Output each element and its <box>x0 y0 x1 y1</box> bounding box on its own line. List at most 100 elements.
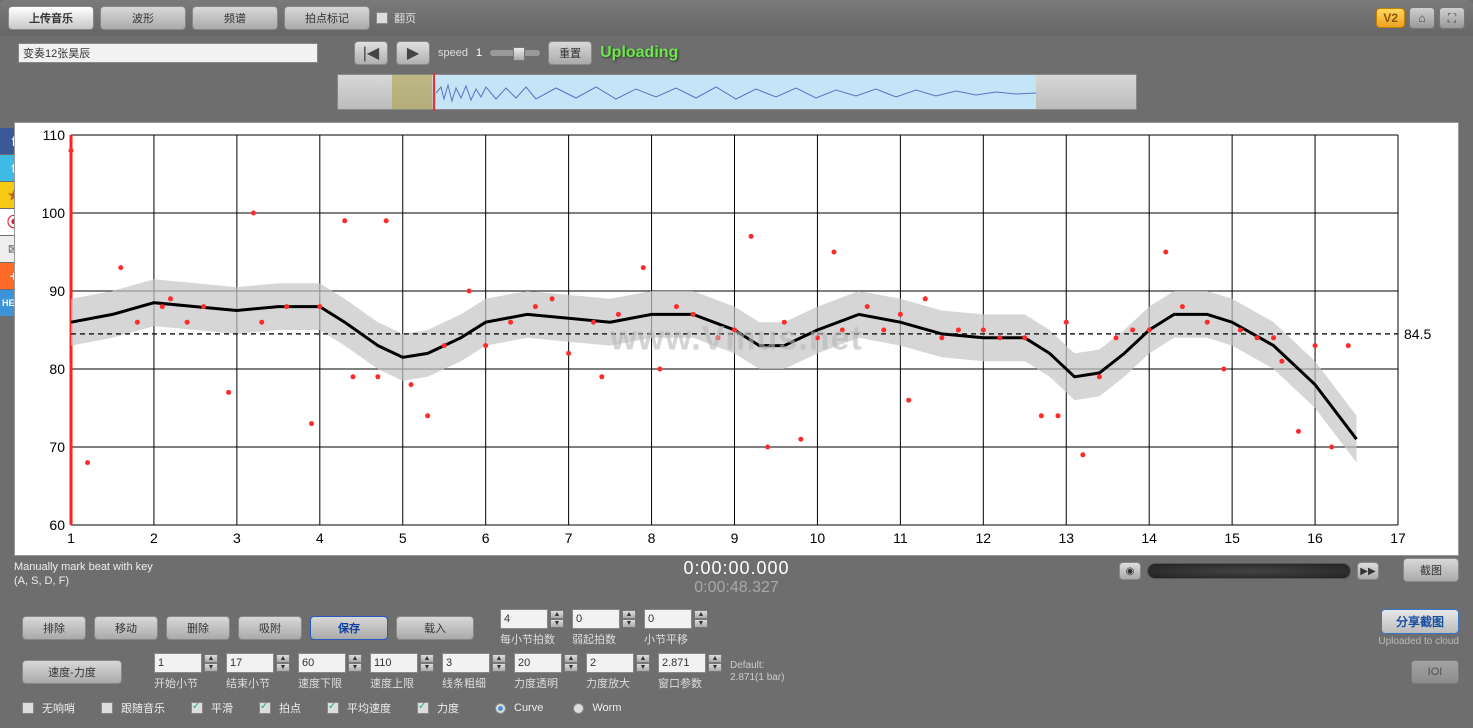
dyn-scale-input[interactable] <box>586 653 634 673</box>
waveform-selection <box>392 75 432 109</box>
svg-text:90: 90 <box>49 283 65 299</box>
screenshot-button[interactable]: 截图 <box>1403 558 1459 582</box>
bar-shift-label: 小节平移 <box>644 631 688 647</box>
waveform-cursor <box>433 73 435 111</box>
curve-radio[interactable] <box>495 703 506 714</box>
ioi-button[interactable]: IOI <box>1411 660 1459 684</box>
version-badge: V2 <box>1376 8 1405 28</box>
avg-tempo-checkbox[interactable] <box>327 702 339 714</box>
default-label: Default: <box>730 660 784 672</box>
below-chart-bar: Manually mark beat with key (A, S, D, F)… <box>14 558 1459 598</box>
smooth-label: 平滑 <box>211 700 233 716</box>
dynamics-checkbox[interactable] <box>417 702 429 714</box>
curve-label: Curve <box>514 702 543 714</box>
speed-label: speed <box>438 47 468 59</box>
tempo-max-input[interactable] <box>370 653 418 673</box>
line-width-input[interactable] <box>442 653 490 673</box>
follow-music-label: 跟随音乐 <box>121 700 165 716</box>
load-button[interactable]: 载入 <box>396 616 474 640</box>
uploaded-status: Uploaded to cloud <box>1378 636 1459 647</box>
share-screenshot-button[interactable]: 分享截图 <box>1381 609 1459 634</box>
waveform-graphic <box>436 81 1036 105</box>
metronome-checkbox[interactable] <box>22 702 34 714</box>
dynamics-label: 力度 <box>437 700 459 716</box>
save-button[interactable]: 保存 <box>310 616 388 640</box>
worm-label: Worm <box>592 702 621 714</box>
end-bar-input[interactable] <box>226 653 274 673</box>
svg-text:2: 2 <box>150 530 158 546</box>
svg-text:100: 100 <box>42 205 66 221</box>
spinner-up[interactable]: ▲ <box>550 610 564 619</box>
control-row-3: 无响哨 跟随音乐 平滑 拍点 平均速度 力度 Curve Worm <box>22 696 1459 720</box>
svg-text:9: 9 <box>731 530 739 546</box>
svg-text:6: 6 <box>482 530 490 546</box>
follow-music-checkbox[interactable] <box>101 702 113 714</box>
play-button[interactable]: ▶ <box>396 41 430 65</box>
delete-button[interactable]: 删除 <box>166 616 230 640</box>
svg-text:8: 8 <box>648 530 656 546</box>
bar-shift-input[interactable] <box>644 609 692 629</box>
time-current: 0:00:00.000 <box>354 558 1119 579</box>
beats-label: 拍点 <box>279 700 301 716</box>
svg-text:16: 16 <box>1307 530 1323 546</box>
beats-checkbox[interactable] <box>259 702 271 714</box>
snap-button[interactable]: 吸附 <box>238 616 302 640</box>
svg-text:12: 12 <box>976 530 992 546</box>
svg-text:7: 7 <box>565 530 573 546</box>
hint-line1: Manually mark beat with key <box>14 560 354 574</box>
tab-spectrum[interactable]: 频谱 <box>192 6 278 30</box>
scrub-start-icon[interactable]: ◉ <box>1119 562 1141 580</box>
dyn-alpha-input[interactable] <box>514 653 562 673</box>
time-total: 0:00:48.327 <box>354 579 1119 597</box>
worm-radio[interactable] <box>573 703 584 714</box>
default-value: 2.871(1 bar) <box>730 672 784 684</box>
metronome-label: 无响哨 <box>42 700 75 716</box>
svg-text:14: 14 <box>1141 530 1157 546</box>
window-param-input[interactable] <box>658 653 706 673</box>
waveform-overview[interactable] <box>337 74 1137 110</box>
move-button[interactable]: 移动 <box>94 616 158 640</box>
control-row-2: 速度-力度 ▲▼开始小节 ▲▼结束小节 ▲▼速度下限 ▲▼速度上限 ▲▼线条粗细… <box>22 652 1459 692</box>
avg-tempo-label: 平均速度 <box>347 700 391 716</box>
tab-beatmark[interactable]: 拍点标记 <box>284 6 370 30</box>
upbeat-input[interactable] <box>572 609 620 629</box>
tab-upload[interactable]: 上传音乐 <box>8 6 94 30</box>
tempo-max-label: 速度上限 <box>370 675 414 691</box>
svg-text:11: 11 <box>893 530 908 546</box>
beats-per-bar-input[interactable] <box>500 609 548 629</box>
spinner-down[interactable]: ▼ <box>550 619 564 628</box>
prev-button[interactable]: |◀ <box>354 41 388 65</box>
end-bar-label: 结束小节 <box>226 675 270 691</box>
svg-text:13: 13 <box>1058 530 1074 546</box>
home-icon[interactable]: ⌂ <box>1409 7 1435 29</box>
reset-button[interactable]: 重置 <box>548 41 592 65</box>
flip-checkbox[interactable] <box>376 12 388 24</box>
beats-per-bar-label: 每小节拍数 <box>500 631 555 647</box>
uploading-status: Uploading <box>600 44 678 62</box>
tempo-min-input[interactable] <box>298 653 346 673</box>
exclude-button[interactable]: 排除 <box>22 616 86 640</box>
waveform-strip <box>0 70 1473 114</box>
smooth-checkbox[interactable] <box>191 702 203 714</box>
svg-text:3: 3 <box>233 530 241 546</box>
start-bar-label: 开始小节 <box>154 675 198 691</box>
scrub-track[interactable] <box>1147 563 1351 579</box>
filename-input[interactable] <box>18 43 318 63</box>
scrub-end-icon[interactable]: ▶▶ <box>1357 562 1379 580</box>
speed-slider[interactable] <box>490 50 540 56</box>
tempo-dynamics-button[interactable]: 速度-力度 <box>22 660 122 684</box>
line-width-label: 线条粗细 <box>442 675 486 691</box>
fullscreen-icon[interactable]: ⛶ <box>1439 7 1465 29</box>
svg-text:60: 60 <box>49 517 65 533</box>
svg-text:15: 15 <box>1224 530 1240 546</box>
svg-text:10: 10 <box>810 530 826 546</box>
start-bar-input[interactable] <box>154 653 202 673</box>
svg-text:70: 70 <box>49 439 65 455</box>
chart-svg: 1234567891011121314151617607080901001108… <box>15 123 1458 555</box>
dyn-alpha-label: 力度透明 <box>514 675 558 691</box>
tab-wave[interactable]: 波形 <box>100 6 186 30</box>
tempo-chart[interactable]: 1234567891011121314151617607080901001108… <box>14 122 1459 556</box>
svg-text:80: 80 <box>49 361 65 377</box>
window-param-label: 窗口参数 <box>658 675 702 691</box>
control-row-1: 排除 移动 删除 吸附 保存 载入 ▲▼每小节拍数 ▲▼弱起拍数 ▲▼小节平移 … <box>22 608 1459 648</box>
